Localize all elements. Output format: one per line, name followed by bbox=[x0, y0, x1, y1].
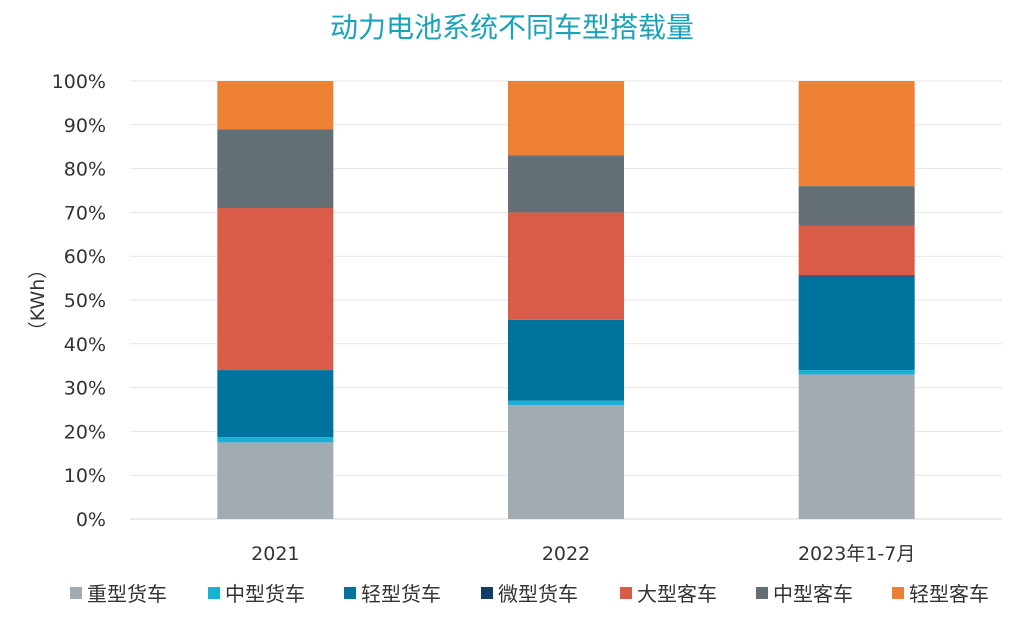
legend-swatch bbox=[620, 587, 632, 599]
legend-swatch bbox=[756, 587, 768, 599]
legend-swatch bbox=[344, 587, 356, 599]
legend-label: 重型货车 bbox=[87, 582, 167, 606]
y-tick-label: 60% bbox=[64, 246, 106, 268]
y-tick-label: 90% bbox=[64, 115, 106, 137]
chart-title: 动力电池系统不同车型搭载量 bbox=[330, 11, 694, 44]
legend-swatch bbox=[892, 587, 904, 599]
y-tick-label: 50% bbox=[64, 290, 106, 312]
legend-label: 大型客车 bbox=[637, 582, 717, 606]
bar-segment bbox=[508, 212, 624, 320]
bar-segment bbox=[798, 374, 915, 519]
bar-segment bbox=[217, 129, 334, 209]
bar-segment bbox=[217, 81, 334, 130]
legend-swatch bbox=[208, 587, 220, 599]
bar-segment bbox=[217, 442, 334, 519]
legend-swatch bbox=[481, 587, 493, 599]
y-tick-label: 70% bbox=[64, 202, 106, 224]
y-axis-label: （KWh） bbox=[27, 260, 49, 341]
bars bbox=[217, 81, 915, 519]
bar-segment bbox=[508, 155, 624, 213]
y-tick-label: 10% bbox=[64, 465, 106, 487]
y-tick-label: 20% bbox=[64, 421, 106, 443]
legend-label: 中型货车 bbox=[225, 582, 305, 606]
legend-label: 微型货车 bbox=[498, 582, 578, 606]
bar-segment bbox=[508, 405, 624, 519]
bar-segment bbox=[798, 81, 915, 187]
legend-label: 中型客车 bbox=[773, 582, 853, 606]
y-tick-label: 100% bbox=[52, 71, 106, 93]
bar-segment bbox=[798, 225, 915, 276]
legend-label: 轻型客车 bbox=[909, 582, 989, 606]
bar-segment bbox=[217, 208, 334, 371]
x-category-label: 2021 bbox=[251, 543, 299, 565]
bar-segment bbox=[798, 370, 915, 375]
bar-segment bbox=[508, 319, 624, 401]
y-tick-label: 0% bbox=[76, 509, 106, 531]
bar-segment bbox=[798, 275, 915, 277]
bar-segment bbox=[508, 400, 624, 406]
x-category-label: 2023年1-7月 bbox=[798, 543, 915, 565]
y-axis-ticks: 0% 10% 20% 30% 40% 50% 60% 70% 80% 90% 100% bbox=[52, 71, 106, 531]
y-tick-label: 80% bbox=[64, 159, 106, 181]
legend-label: 轻型货车 bbox=[361, 582, 441, 606]
y-tick-label: 30% bbox=[64, 378, 106, 400]
y-tick-label: 40% bbox=[64, 334, 106, 356]
x-category-label: 2022 bbox=[542, 543, 590, 565]
bar-segment bbox=[217, 437, 334, 443]
x-axis-categories: 2021 2022 2023年1-7月 bbox=[251, 543, 915, 565]
bar-segment bbox=[508, 81, 624, 156]
bar-segment bbox=[798, 276, 915, 371]
legend-swatch bbox=[70, 587, 82, 599]
bar-segment bbox=[217, 370, 334, 438]
bar-segment bbox=[798, 186, 915, 226]
legend: 重型货车 中型货车 轻型货车 微型货车 大型客车 中型客车 轻型客车 bbox=[70, 582, 989, 606]
